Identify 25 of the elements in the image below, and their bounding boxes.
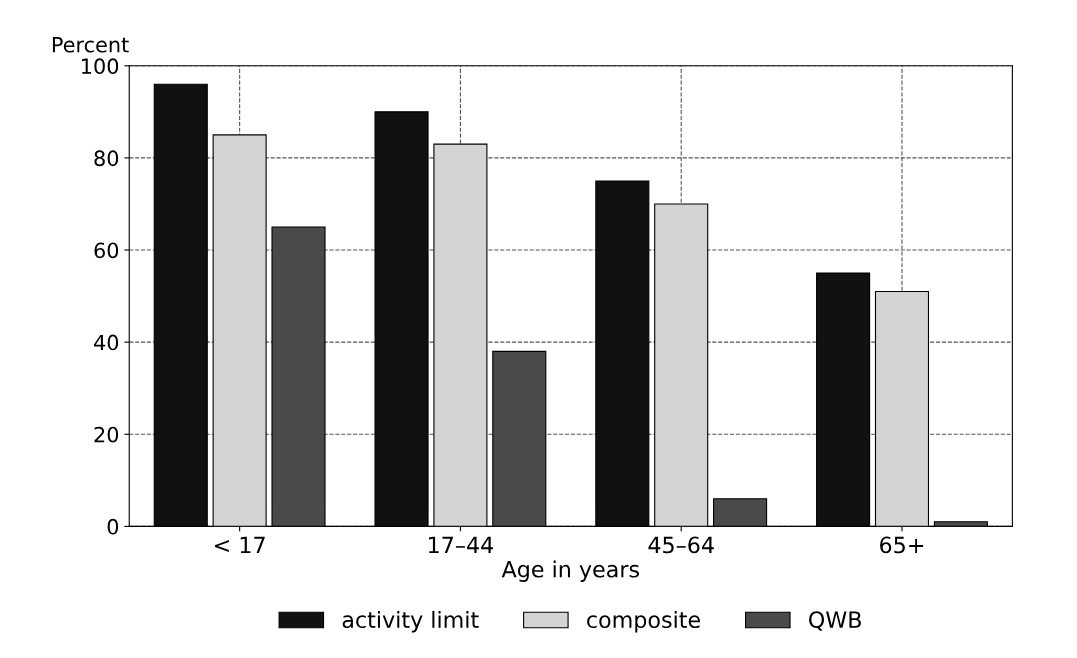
bar — [595, 180, 650, 527]
bar — [433, 143, 488, 527]
legend-label: activity limit — [342, 610, 479, 633]
legend-label: QWB — [809, 611, 861, 631]
bar — [713, 498, 768, 527]
x-axis-title: Age in years — [501, 560, 639, 582]
bar — [874, 290, 930, 527]
legend-label: composite — [587, 610, 700, 633]
x-tick-label: 17–44 — [429, 536, 493, 554]
y-axis-title: Percent — [52, 37, 129, 53]
y-tick-label: 80 — [94, 150, 119, 167]
bar — [933, 521, 988, 527]
x-tick-label: 65+ — [880, 536, 924, 554]
y-tick-label: 20 — [94, 426, 119, 443]
y-tick-label: 40 — [94, 334, 119, 351]
x-tick-label: 45–64 — [648, 536, 714, 554]
bar — [816, 272, 871, 527]
bar — [654, 203, 709, 527]
bar — [374, 111, 429, 527]
x-tick-label: < 17 — [215, 536, 265, 554]
bar — [153, 83, 208, 527]
y-tick-label: 0 — [107, 518, 119, 535]
bar — [212, 134, 267, 527]
y-tick-label: 100 — [82, 58, 119, 75]
y-tick-label: 60 — [94, 242, 119, 259]
